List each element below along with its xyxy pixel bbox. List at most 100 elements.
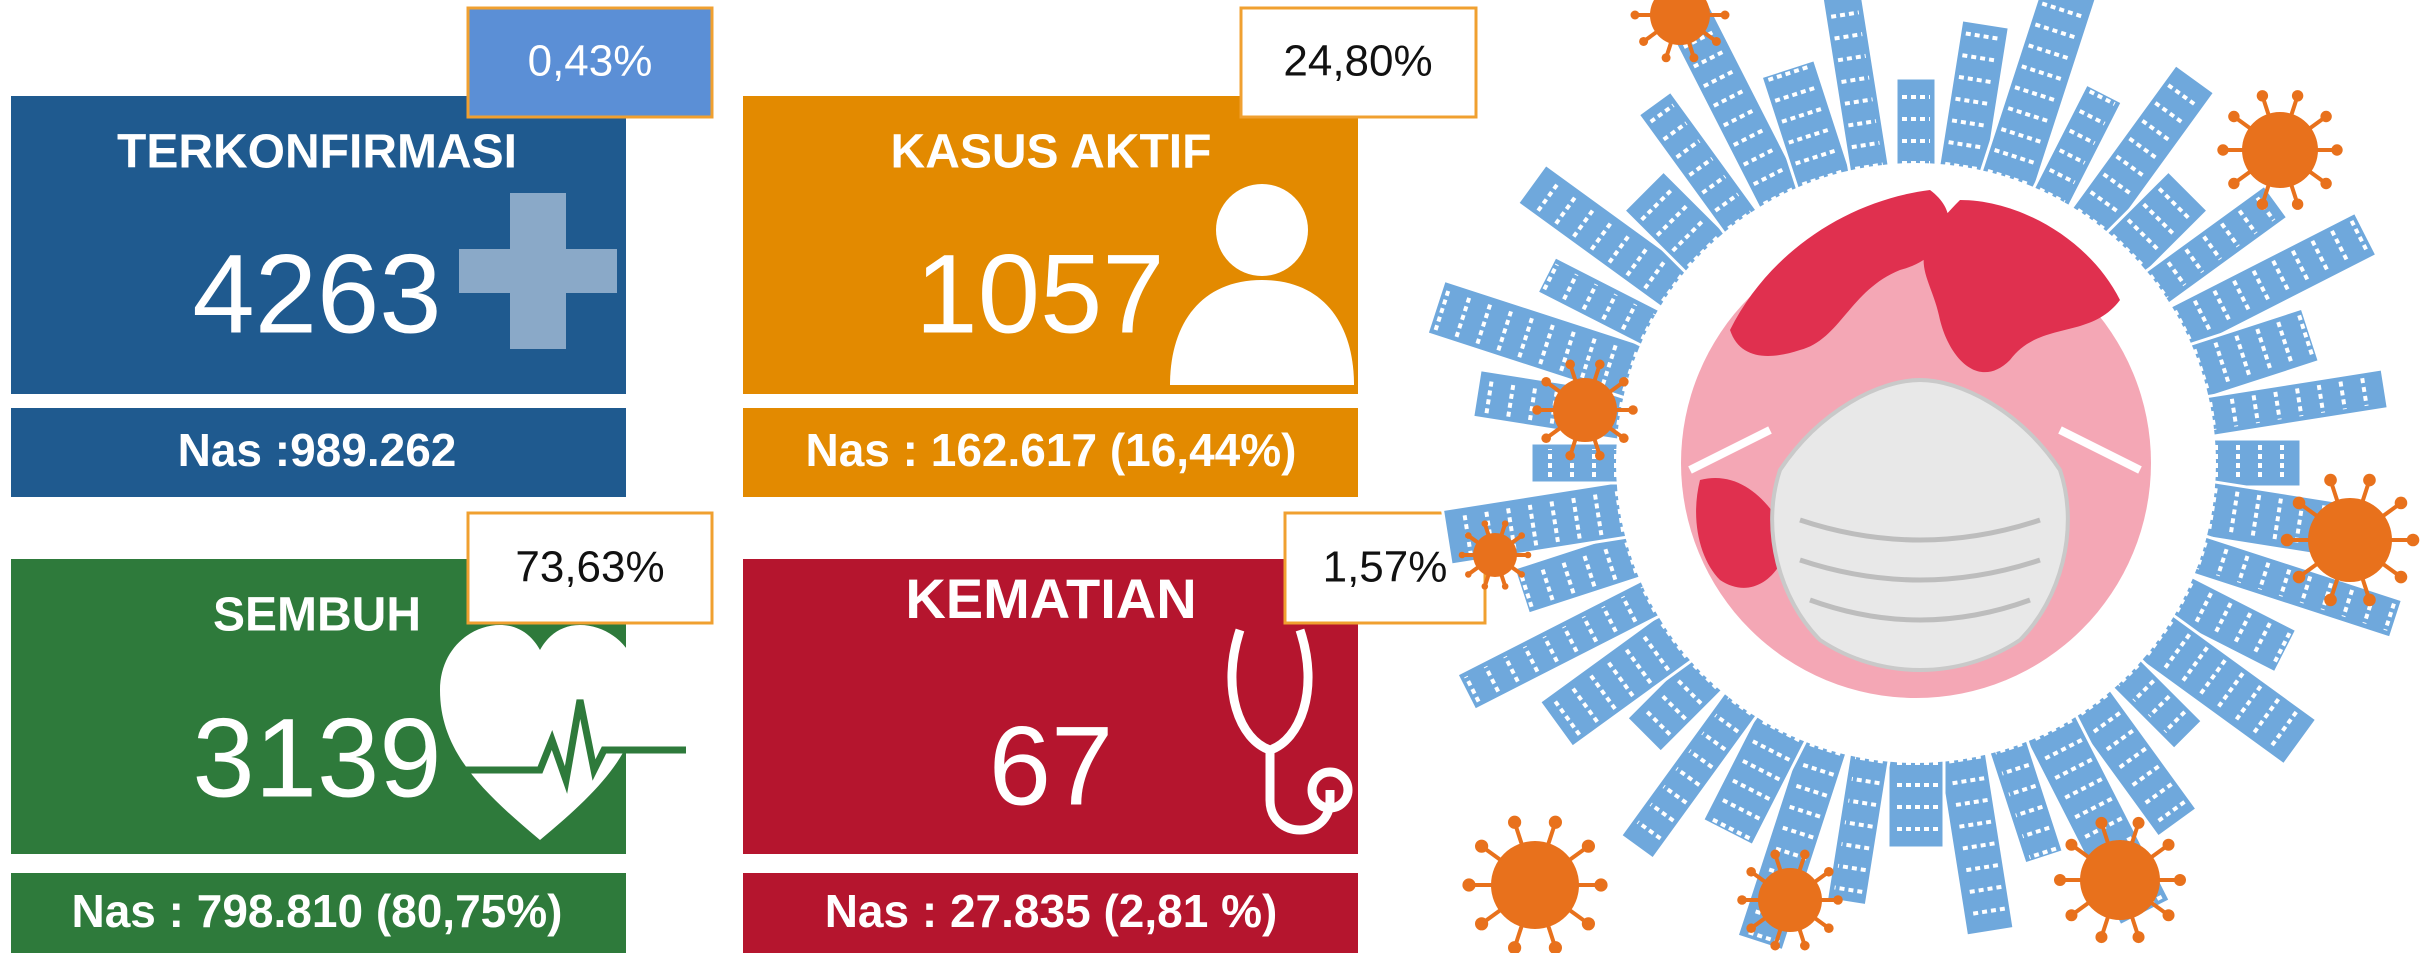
virus-tip bbox=[1524, 551, 1532, 559]
virus-tip bbox=[2291, 90, 2304, 102]
building bbox=[1894, 73, 1938, 180]
virus-tip bbox=[1595, 450, 1605, 461]
virus-body bbox=[2242, 112, 2318, 188]
virus-tip bbox=[1541, 433, 1551, 444]
building-window bbox=[2215, 672, 2245, 711]
building-window bbox=[1785, 803, 1821, 819]
building bbox=[1975, 0, 2101, 203]
virus-body bbox=[1491, 841, 1579, 929]
building-window bbox=[1689, 660, 1719, 690]
stethoscope-icon bbox=[1227, 628, 1353, 835]
building-window bbox=[1484, 377, 1495, 414]
building-window bbox=[1671, 218, 1706, 253]
building bbox=[1886, 746, 1946, 853]
building-window bbox=[2212, 289, 2233, 324]
building-window bbox=[1688, 157, 1714, 177]
building-window bbox=[1948, 140, 1985, 150]
building-window bbox=[1675, 139, 1701, 159]
building bbox=[1526, 441, 1633, 485]
building-window bbox=[1951, 118, 1988, 129]
building-window bbox=[1788, 127, 1832, 145]
building-window bbox=[1580, 335, 1598, 379]
building-window bbox=[1627, 723, 1656, 752]
building-window bbox=[2102, 172, 2134, 197]
building-window bbox=[1601, 341, 1619, 386]
building-window bbox=[1518, 167, 1544, 199]
building bbox=[1454, 572, 1674, 713]
building-window bbox=[2163, 710, 2187, 734]
footer-recovered bbox=[11, 873, 626, 953]
building-window bbox=[2271, 259, 2292, 294]
building bbox=[2128, 605, 2319, 767]
badge-text: 24,80% bbox=[1283, 37, 1432, 86]
building-window bbox=[1767, 64, 1811, 82]
virus-tip bbox=[2324, 593, 2337, 607]
building-window bbox=[1496, 307, 1514, 352]
building-window bbox=[1562, 625, 1579, 653]
virus-tip bbox=[1594, 878, 1608, 892]
virus-tip bbox=[2363, 473, 2376, 487]
building-window bbox=[1542, 263, 1559, 291]
virus-tip bbox=[1720, 10, 1730, 20]
building-window bbox=[2008, 783, 2037, 797]
virus-tip bbox=[2280, 533, 2294, 547]
virus-tip bbox=[2406, 533, 2420, 547]
virus-tip bbox=[1824, 866, 1834, 877]
building-window bbox=[2272, 498, 2283, 543]
building-window bbox=[1570, 494, 1582, 539]
building-window bbox=[1830, 10, 1860, 19]
card-title: KEMATIAN bbox=[905, 567, 1196, 630]
building-window bbox=[2290, 249, 2311, 284]
building-window bbox=[1503, 655, 1520, 683]
virus bbox=[1630, 0, 1730, 63]
virus-tip bbox=[1770, 940, 1780, 951]
virus bbox=[2280, 473, 2420, 607]
building-window bbox=[2132, 679, 2156, 703]
building-window bbox=[2251, 269, 2272, 304]
building-window bbox=[1624, 171, 1659, 206]
building-window bbox=[1601, 293, 1618, 321]
building-window bbox=[1559, 328, 1577, 372]
virus-tip bbox=[2217, 144, 2229, 156]
building-window bbox=[2027, 43, 2072, 61]
building-window bbox=[1674, 676, 1703, 705]
building-window bbox=[1739, 757, 1781, 782]
virus-tip bbox=[1475, 917, 1489, 931]
building-window bbox=[1834, 885, 1863, 894]
building-window bbox=[2216, 548, 2229, 577]
building-window bbox=[2383, 602, 2396, 631]
building-window bbox=[1958, 74, 1995, 85]
building-window bbox=[1712, 87, 1747, 108]
virus-tip bbox=[1689, 53, 1699, 63]
building-window bbox=[1841, 842, 1870, 851]
virus-tip bbox=[1628, 405, 1638, 415]
building-window bbox=[2338, 381, 2347, 410]
building-window bbox=[2167, 83, 2199, 108]
building-window bbox=[1722, 107, 1757, 128]
building-window bbox=[2157, 187, 2192, 222]
building-window bbox=[1944, 754, 1982, 765]
virus-tip bbox=[1800, 940, 1810, 951]
building-window bbox=[1732, 126, 1767, 147]
virus-tip bbox=[2331, 144, 2343, 156]
building-window bbox=[1589, 219, 1615, 251]
virus-tip bbox=[2162, 909, 2175, 922]
building-window bbox=[2111, 233, 2146, 268]
card-national: Nas :989.262 bbox=[178, 424, 457, 476]
building bbox=[2025, 82, 2125, 221]
building-window bbox=[1778, 824, 1814, 840]
building-window bbox=[2360, 377, 2369, 407]
building-window bbox=[1620, 303, 1638, 331]
building-window bbox=[1958, 841, 1995, 852]
building bbox=[1537, 605, 1704, 750]
building-window bbox=[2028, 846, 2057, 860]
virus-tip bbox=[1800, 849, 1810, 860]
building-window bbox=[2299, 575, 2313, 604]
continents bbox=[1696, 190, 2120, 588]
building-window bbox=[1572, 206, 1597, 238]
building-window bbox=[2015, 804, 2044, 818]
virus-tip bbox=[2292, 570, 2306, 584]
building-window bbox=[1701, 731, 1727, 752]
building-window bbox=[1625, 245, 1650, 277]
